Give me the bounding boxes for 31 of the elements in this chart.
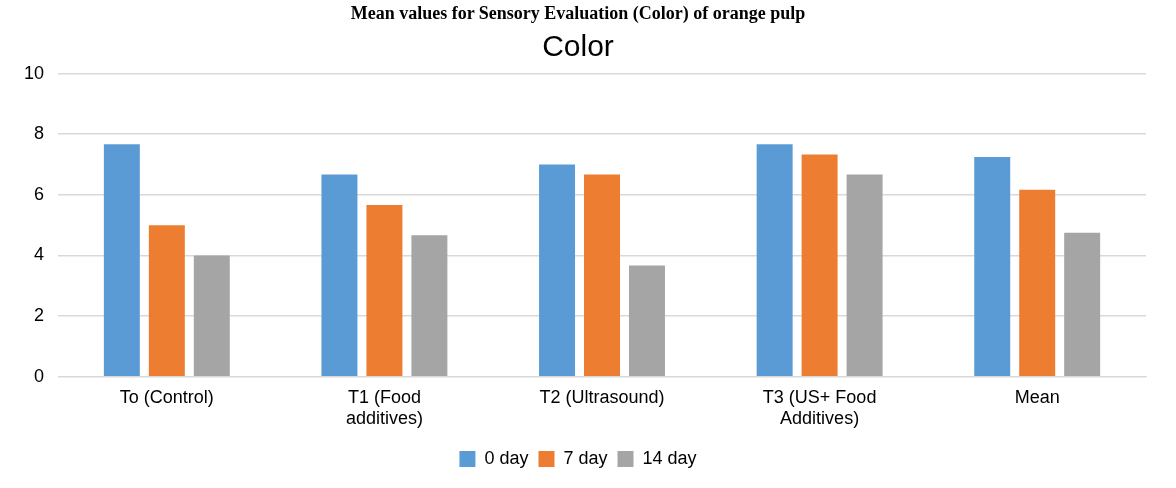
x-tick-label: T2 (Ultrasound) [539, 386, 665, 407]
legend-label: 0 day [484, 447, 529, 468]
legend-label: 7 day [563, 447, 608, 468]
bar [628, 265, 665, 377]
bar [846, 174, 883, 377]
bar [974, 156, 1011, 377]
chart-title: Mean values for Sensory Evaluation (Color) of orange pulp [350, 3, 806, 25]
bar [1064, 232, 1101, 377]
x-tick-label: To (Control) [119, 386, 214, 407]
x-tick-label: T3 (US+ Food Additives) [762, 386, 877, 429]
bar [411, 235, 448, 377]
bar [539, 164, 576, 377]
bar [148, 225, 185, 377]
x-tick-label: T1 (Food additives) [345, 386, 423, 429]
bar [321, 174, 358, 377]
y-tick-label: 4 [34, 244, 45, 265]
bar [193, 255, 230, 377]
bar [366, 204, 403, 377]
bar [801, 154, 838, 377]
y-tick-label: 10 [23, 62, 45, 83]
x-tick-label: Mean [1014, 386, 1060, 407]
legend-label: 14 day [642, 447, 697, 468]
y-tick-label: 8 [34, 123, 45, 144]
bar [756, 144, 793, 377]
y-tick-label: 0 [34, 365, 45, 386]
bar [103, 144, 140, 377]
bar [1019, 189, 1056, 377]
chart-subtitle: Color [542, 28, 614, 62]
bar [584, 174, 620, 377]
y-tick-label: 6 [34, 183, 45, 204]
y-tick-label: 2 [34, 305, 45, 326]
